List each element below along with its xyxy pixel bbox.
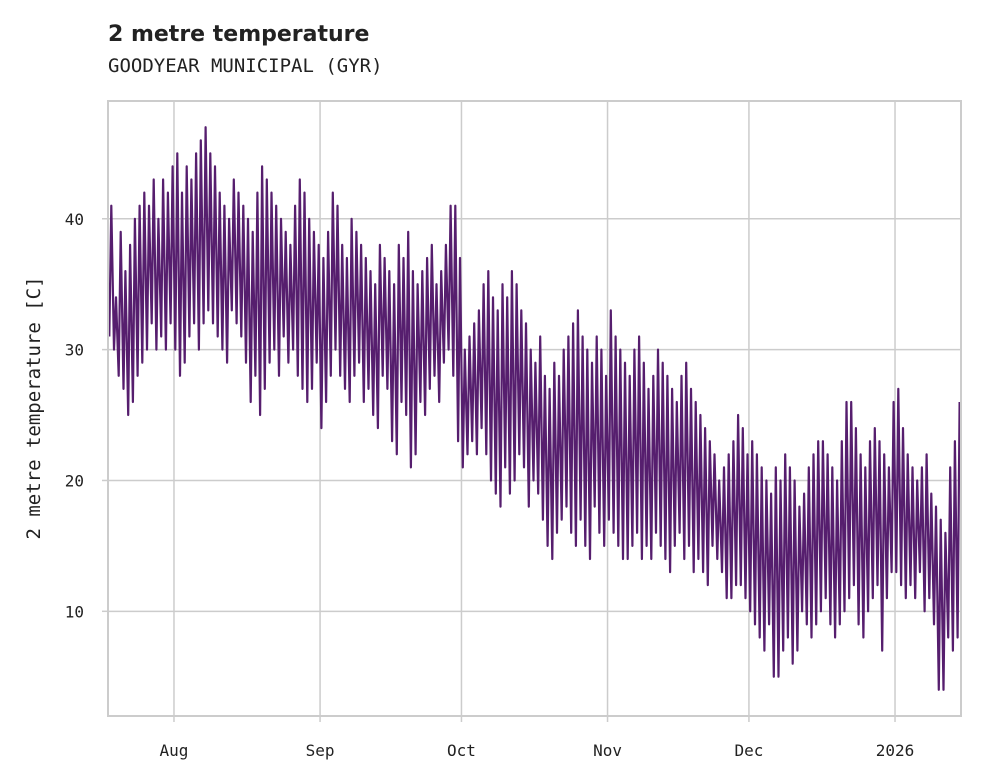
y-axis-label: 2 metre temperature [C] [23, 276, 45, 539]
y-tick-label: 30 [65, 341, 84, 360]
x-tick-label: 2026 [876, 741, 915, 760]
x-tick-label: Nov [593, 741, 622, 760]
x-tick-label: Aug [160, 741, 189, 760]
series-layer [108, 126, 961, 691]
x-tick-label: Sep [306, 741, 335, 760]
grid-lines [108, 101, 961, 716]
y-tick-label: 20 [65, 471, 84, 490]
x-tick-label: Oct [447, 741, 476, 760]
y-axis: 10 20 30 40 [65, 210, 108, 621]
x-tick-label: Dec [734, 741, 763, 760]
plot-frame [107, 100, 962, 717]
chart-title: 2 metre temperature [108, 22, 369, 47]
x-axis: Aug Sep Oct Nov Dec 2026 [160, 716, 915, 760]
y-tick-label: 10 [65, 602, 84, 621]
temperature-line [108, 126, 961, 691]
y-tick-label: 40 [65, 210, 84, 229]
chart-subtitle: GOODYEAR MUNICIPAL (GYR) [108, 55, 383, 77]
